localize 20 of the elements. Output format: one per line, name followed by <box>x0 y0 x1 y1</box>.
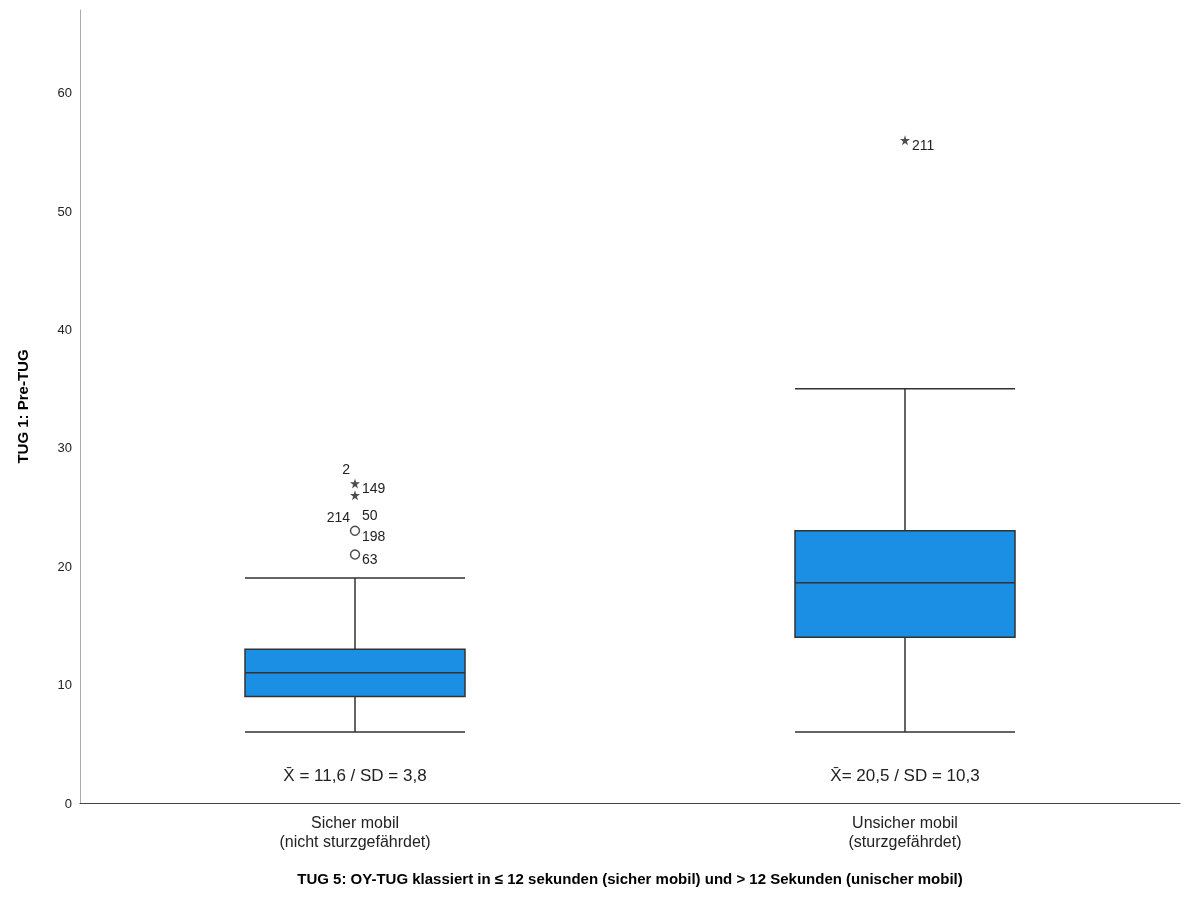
annotation: 198 <box>362 527 386 544</box>
annotation: 211 <box>912 137 935 154</box>
x-tick-label: Unsicher mobil (sturzgefährdet) <box>848 814 962 850</box>
annotation: 2 <box>342 461 351 478</box>
y-tick-label: 50 <box>57 203 72 219</box>
y-tick-label: 60 <box>57 85 72 101</box>
y-tick-label: 0 <box>64 795 72 811</box>
annotation: 149 <box>362 480 386 497</box>
y-axis-title: TUG 1: Pre-TUG <box>14 349 31 464</box>
y-tick-label: 40 <box>57 322 72 338</box>
annotation: 50 <box>362 506 378 523</box>
y-tick-label: 10 <box>57 677 72 693</box>
annotation: 214 <box>326 508 351 525</box>
x-tick-label: Sicher mobil (nicht sturzgefährdet) <box>279 814 431 850</box>
x-axis-title: TUG 5: OY-TUG klassiert in ≤ 12 sekunden (sicher mobil) und > 12 Sekunden (unischer mobil) <box>297 870 963 887</box>
y-tick-label: 30 <box>57 440 72 456</box>
annotation: X̄ = 11,6 / SD = 3,8 <box>283 765 427 785</box>
y-tick-label: 20 <box>57 558 72 574</box>
annotation: X̄= 20,5 / SD = 10,3 <box>830 765 980 785</box>
annotation: 63 <box>362 551 378 568</box>
